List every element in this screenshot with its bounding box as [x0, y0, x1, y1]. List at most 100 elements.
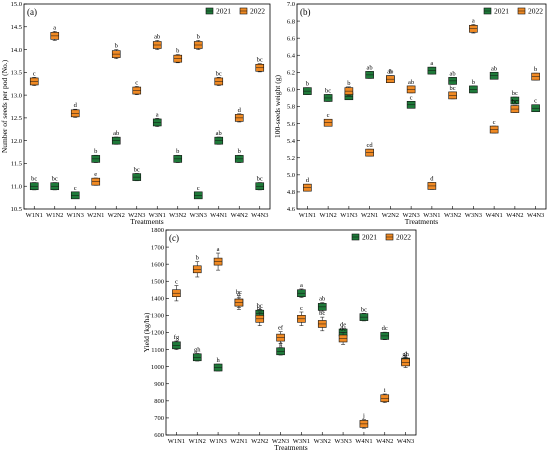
significance-letter: bc [450, 85, 456, 92]
significance-letter: j [362, 413, 365, 420]
y-tick-label: 1500 [151, 278, 164, 285]
significance-letter: ab [408, 79, 414, 86]
significance-letter: bc [319, 310, 325, 317]
x-tick-label: W4N1 [210, 212, 227, 219]
significance-letter: ab [367, 64, 373, 71]
significance-letter: h [216, 357, 220, 364]
y-tick-label: 800 [154, 398, 164, 405]
y-tick-label: 1400 [151, 296, 164, 303]
x-tick-label: W1N3 [67, 212, 84, 219]
y-tick-label: 6.0 [287, 87, 295, 94]
significance-letter: ab [450, 70, 456, 77]
y-tick-label: 11.5 [11, 161, 22, 168]
chart-panel-2: (b) 4.6 4.8 5.0 5.2 5.4 5.6 5.8 6.0 6.2 6.4 6.6 6.8 7… [273, 1, 547, 226]
x-tick-label: W4N2 [376, 438, 393, 445]
significance-letter: b [196, 255, 199, 262]
significance-letter: d [306, 177, 310, 184]
x-tick-label: W3N3 [465, 212, 482, 219]
significance-letter: d [237, 291, 241, 298]
legend-label: 2022 [528, 7, 543, 16]
significance-letter: a [217, 246, 220, 253]
x-axis-label: Treatments [405, 217, 439, 226]
x-tick-label: W2N1 [87, 212, 104, 219]
panel-label: (a) [27, 7, 37, 17]
y-axis-label: Number of seeds per pod (No.) [0, 59, 9, 153]
y-tick-label: 11.0 [11, 183, 22, 190]
significance-letter: gh [194, 347, 201, 354]
y-tick-label: 1600 [151, 261, 164, 268]
significance-letter: bc [31, 176, 37, 183]
y-tick-label: 5.0 [287, 172, 295, 179]
y-tick-label: 6.2 [287, 70, 295, 77]
y-tick-label: 5.8 [287, 104, 295, 111]
significance-letter: bc [512, 99, 518, 106]
significance-letter: c [410, 94, 413, 101]
x-tick-label: W3N1 [293, 438, 310, 445]
significance-letter: de [340, 322, 346, 329]
legend-label: 2021 [216, 7, 231, 16]
x-tick-label: W1N3 [340, 212, 357, 219]
significance-letter: d [238, 107, 242, 114]
x-tick-label: W2N3 [128, 212, 145, 219]
x-tick-label: W2N2 [108, 212, 125, 219]
plot-frame [23, 3, 271, 210]
significance-letter: bc [257, 176, 263, 183]
x-tick-label: W4N2 [231, 212, 248, 219]
x-tick-label: W4N3 [527, 212, 544, 219]
significance-letter: b [534, 66, 537, 73]
x-tick-label: W3N2 [444, 212, 461, 219]
x-tick-label: W2N3 [272, 438, 289, 445]
significance-letter: b [472, 79, 475, 86]
y-tick-label: 1800 [151, 227, 164, 234]
significance-letter: bc [236, 289, 242, 296]
y-tick-label: 1300 [151, 313, 164, 320]
significance-letter: a [472, 18, 475, 25]
significance-letter: bc [512, 90, 518, 97]
y-tick-label: 5.6 [287, 121, 296, 128]
y-tick-label: 10.5 [11, 206, 22, 213]
y-tick-label: 6.6 [287, 35, 296, 42]
y-tick-label: 5.2 [287, 155, 295, 162]
significance-letter: gh [402, 351, 409, 358]
x-tick-label: W2N1 [361, 212, 378, 219]
significance-letter: ab [319, 296, 325, 303]
x-tick-label: W2N3 [402, 212, 419, 219]
significance-letter: b [94, 148, 97, 155]
y-tick-label: 600 [154, 432, 164, 439]
panel-label: (b) [300, 7, 311, 17]
significance-letter: bc [257, 302, 263, 309]
x-axis-label: Treatments [130, 217, 164, 226]
x-tick-label: W3N1 [149, 212, 166, 219]
significance-letter: bc [134, 166, 140, 173]
significance-letter: b [176, 48, 179, 55]
y-axis-label: Yield (kg/ha) [142, 312, 151, 352]
significance-letter: cd [367, 142, 374, 149]
x-tick-label: W1N2 [46, 212, 63, 219]
y-tick-label: 15.0 [11, 1, 22, 8]
x-tick-label: W4N1 [485, 212, 502, 219]
y-tick-label: 14.0 [11, 47, 22, 54]
significance-letter: ab [387, 69, 393, 76]
significance-letter: bc [361, 306, 367, 313]
significance-letter: d [430, 175, 434, 182]
y-axis-label: 100-seeds weight (g) [273, 75, 282, 138]
significance-letter: b [115, 43, 118, 50]
y-tick-label: 13.5 [11, 70, 22, 77]
chart-panel-1: (a) 10.5 11.0 11.5 12.0 12.5 13.0 13.5 14.0 14.5 1… [0, 1, 271, 226]
significance-letter: bc [52, 176, 58, 183]
significance-letter: ab [154, 33, 160, 40]
significance-letter: c [74, 185, 77, 192]
significance-letter: c [175, 279, 178, 286]
significance-letter: e [94, 171, 97, 178]
legend-label: 2021 [494, 7, 509, 16]
legend-label: 2022 [396, 233, 411, 242]
significance-letter: b [197, 33, 200, 40]
x-tick-label: W2N1 [230, 438, 247, 445]
x-tick-label: W2N2 [382, 212, 399, 219]
x-tick-label: W4N2 [506, 212, 523, 219]
x-tick-label: W1N2 [319, 212, 336, 219]
x-tick-label: W1N1 [299, 212, 316, 219]
significance-letter: bc [325, 87, 331, 94]
y-tick-label: 6.8 [287, 18, 295, 25]
